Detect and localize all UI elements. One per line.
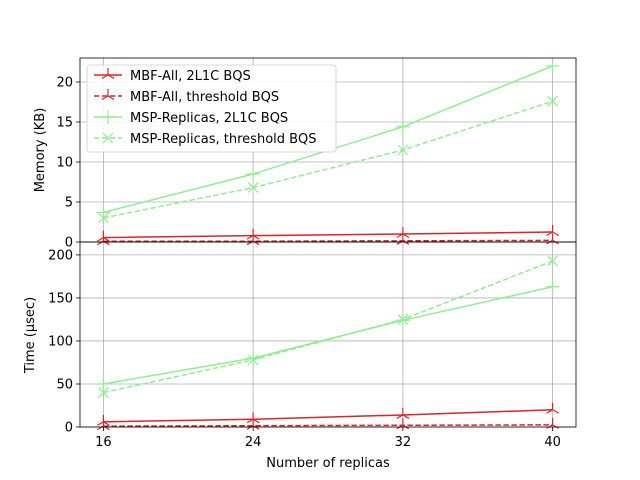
legend-entry: MBF-All, 2L1C BQS <box>94 68 251 84</box>
legend-label: MBF-All, 2L1C BQS <box>130 69 251 84</box>
time-series-line-1 <box>103 424 553 427</box>
memory-y-ticks: 0 5 10 15 20 <box>56 76 80 251</box>
time-data-point <box>96 376 111 391</box>
memory-data-point <box>247 182 259 194</box>
legend-entry: MBF-All, threshold BQS <box>94 89 279 105</box>
memory-y-tick-label: 20 <box>56 76 73 91</box>
x-tick-label: 32 <box>395 435 412 450</box>
time-data-point <box>545 279 560 294</box>
memory-data-point <box>547 95 559 107</box>
time-data-point <box>547 255 559 267</box>
legend-marker <box>101 68 115 80</box>
time-y-ticks: 0 50 100 150 200 <box>48 248 80 436</box>
time-data-point <box>397 314 409 325</box>
memory-data-point <box>396 233 410 245</box>
time-data-point <box>246 412 260 424</box>
legend-label: MSP-Replicas, 2L1C BQS <box>130 111 288 126</box>
legend-label: MSP-Replicas, threshold BQS <box>130 132 317 147</box>
time-y-tick-label: 50 <box>56 377 73 392</box>
time-y-tick-label: 0 <box>65 421 73 436</box>
memory-y-axis-label: Memory (KB) <box>33 108 48 193</box>
legend-label: MBF-All, threshold BQS <box>130 90 279 105</box>
time-data-point <box>246 351 261 366</box>
x-tick-label: 40 <box>544 435 561 450</box>
memory-series-line-0 <box>103 231 553 239</box>
time-data-point <box>395 313 410 328</box>
time-panel: 0 50 100 150 200 16 24 32 40 Time (µsec) Number… <box>23 241 577 471</box>
time-data-point <box>396 407 410 419</box>
legend-entry: MSP-Replicas, threshold BQS <box>94 132 317 147</box>
time-data-point <box>546 417 559 429</box>
time-y-tick-label: 150 <box>48 291 73 306</box>
memory-y-tick-label: 15 <box>56 116 73 131</box>
x-tick-label: 24 <box>245 435 262 450</box>
legend-marker <box>101 110 115 124</box>
memory-y-tick-label: 0 <box>65 236 73 251</box>
time-y-tick-label: 100 <box>48 334 73 349</box>
time-series <box>96 255 560 431</box>
memory-data-point <box>96 205 111 220</box>
x-ticks: 16 24 32 40 <box>95 427 561 450</box>
time-data-point <box>546 402 559 414</box>
legend-marker <box>101 89 115 101</box>
memory-data-point <box>396 227 410 239</box>
time-series-line-3 <box>103 260 553 394</box>
legend-box <box>86 64 337 153</box>
legend: MBF-All, 2L1C BQS MBF-All, threshold BQS M… <box>86 64 337 153</box>
time-data-point <box>247 354 259 366</box>
memory-data-point <box>546 225 559 237</box>
x-axis-label: Number of replicas <box>266 456 390 471</box>
time-data-point <box>97 387 109 399</box>
time-axes-frame <box>79 241 577 428</box>
memory-data-point <box>397 144 409 156</box>
time-y-axis-label: Time (µsec) <box>23 297 38 374</box>
legend-marker <box>102 132 114 144</box>
time-y-tick-label: 200 <box>48 248 73 263</box>
memory-series-line-1 <box>103 239 553 242</box>
time-data-point <box>246 418 260 430</box>
memory-y-tick-label: 10 <box>56 156 73 171</box>
time-series-line-0 <box>103 409 553 423</box>
time-series-line-2 <box>103 286 553 385</box>
memory-series-line-3 <box>103 100 553 219</box>
memory-data-point <box>395 119 410 134</box>
x-tick-label: 16 <box>95 435 112 450</box>
memory-y-tick-label: 5 <box>65 196 73 211</box>
memory-data-point <box>246 167 261 181</box>
memory-data-point <box>545 59 560 73</box>
memory-data-point <box>97 212 109 224</box>
legend-entry: MSP-Replicas, 2L1C BQS <box>94 110 288 126</box>
